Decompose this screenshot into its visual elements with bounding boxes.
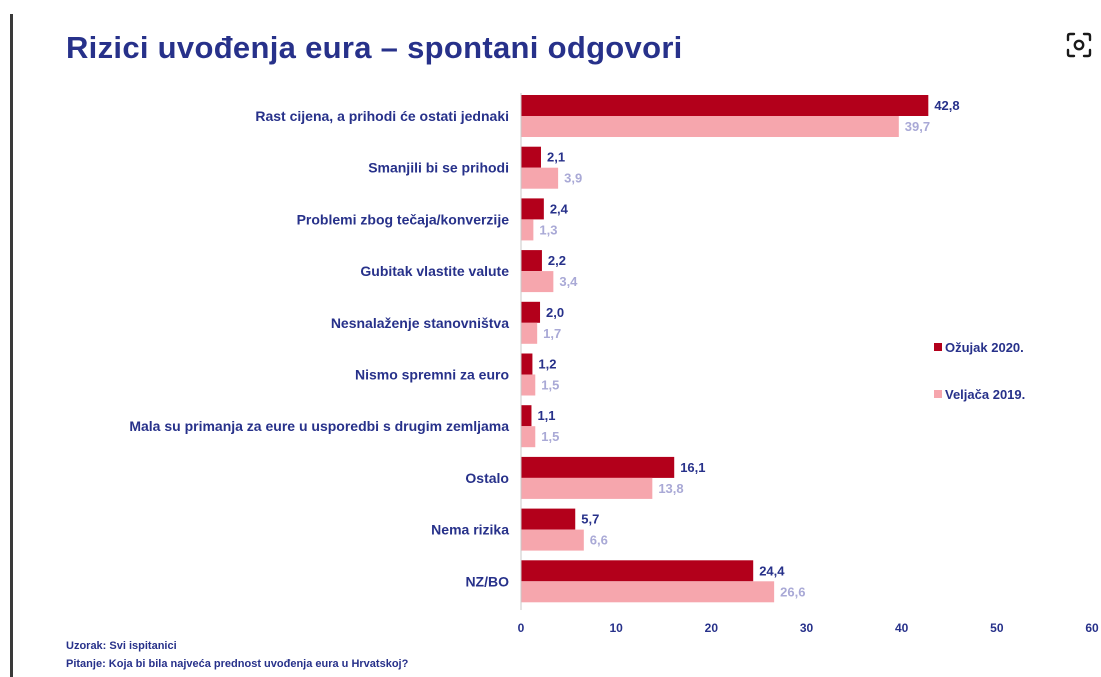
- value-label-2019: 1,5: [541, 429, 559, 444]
- value-label-2020: 5,7: [581, 512, 599, 527]
- chart-title: Rizici uvođenja eura – spontani odgovori: [66, 30, 683, 65]
- sample-note: Uzorak: Svi ispitanici: [66, 640, 177, 652]
- x-tick-label: 20: [705, 621, 719, 635]
- legend-label: Veljača 2019.: [945, 387, 1025, 402]
- bar-2019: [521, 477, 653, 499]
- value-label-2020: 1,2: [538, 357, 556, 372]
- category-label: Ostalo: [465, 470, 509, 486]
- value-label-2020: 2,0: [546, 305, 564, 320]
- category-label: Smanjili bi se prihodi: [368, 160, 509, 176]
- lens-scan-icon[interactable]: [1062, 28, 1096, 62]
- value-label-2019: 1,3: [539, 222, 557, 237]
- bar-2019: [521, 374, 536, 396]
- bar-2020: [521, 250, 542, 272]
- bar-2020: [521, 560, 754, 582]
- bar-2020: [521, 508, 576, 530]
- category-label: NZ/BO: [465, 573, 509, 589]
- value-label-2019: 3,4: [559, 274, 578, 289]
- bar-2020: [521, 146, 541, 168]
- category-label: Nesnalaženje stanovništva: [331, 315, 509, 331]
- x-tick-label: 60: [1085, 621, 1099, 635]
- bar-2019: [521, 271, 554, 293]
- value-label-2019: 3,9: [564, 171, 582, 186]
- x-tick-label: 50: [990, 621, 1004, 635]
- bar-2020: [521, 456, 675, 478]
- x-tick-label: 10: [609, 621, 623, 635]
- value-label-2020: 2,2: [548, 253, 566, 268]
- legend-swatch: [934, 343, 942, 351]
- bar-2020: [521, 405, 532, 427]
- value-label-2019: 1,7: [543, 326, 561, 341]
- bar-2019: [521, 322, 538, 344]
- value-label-2019: 26,6: [780, 584, 805, 599]
- category-label: Nema rizika: [431, 522, 509, 538]
- bar-2020: [521, 353, 533, 375]
- legend-swatch: [934, 390, 942, 398]
- x-tick-label: 30: [800, 621, 814, 635]
- value-label-2020: 42,8: [934, 98, 959, 113]
- value-label-2020: 1,1: [537, 408, 555, 423]
- left-rule: [10, 14, 13, 677]
- x-tick-label: 40: [895, 621, 909, 635]
- x-tick-label: 0: [518, 621, 525, 635]
- value-label-2019: 39,7: [905, 119, 930, 134]
- category-label: Gubitak vlastite valute: [360, 263, 509, 279]
- bar-2019: [521, 426, 536, 448]
- legend-label: Ožujak 2020.: [945, 340, 1024, 355]
- bar-2020: [521, 301, 541, 323]
- value-label-2020: 2,1: [547, 150, 565, 165]
- bar-2019: [521, 219, 534, 241]
- bar-2019: [521, 581, 775, 603]
- bar-2020: [521, 95, 929, 116]
- value-label-2019: 6,6: [590, 533, 608, 548]
- value-label-2020: 2,4: [550, 201, 569, 216]
- bar-2019: [521, 167, 559, 189]
- category-label: Problemi zbog tečaja/konverzije: [297, 211, 510, 227]
- question-note: Pitanje: Koja bi bila najveća prednost u…: [66, 658, 409, 670]
- bar-2020: [521, 198, 544, 220]
- value-label-2020: 24,4: [759, 563, 785, 578]
- category-label: Nismo spremni za euro: [355, 367, 509, 383]
- bar-2019: [521, 116, 899, 137]
- value-label-2019: 1,5: [541, 378, 559, 393]
- bar-2019: [521, 529, 584, 551]
- value-label-2020: 16,1: [680, 460, 705, 475]
- category-label: Mala su primanja za eure u usporedbi s d…: [129, 418, 509, 434]
- category-label: Rast cijena, a prihodi će ostati jednaki: [255, 108, 509, 124]
- value-label-2019: 13,8: [658, 481, 683, 496]
